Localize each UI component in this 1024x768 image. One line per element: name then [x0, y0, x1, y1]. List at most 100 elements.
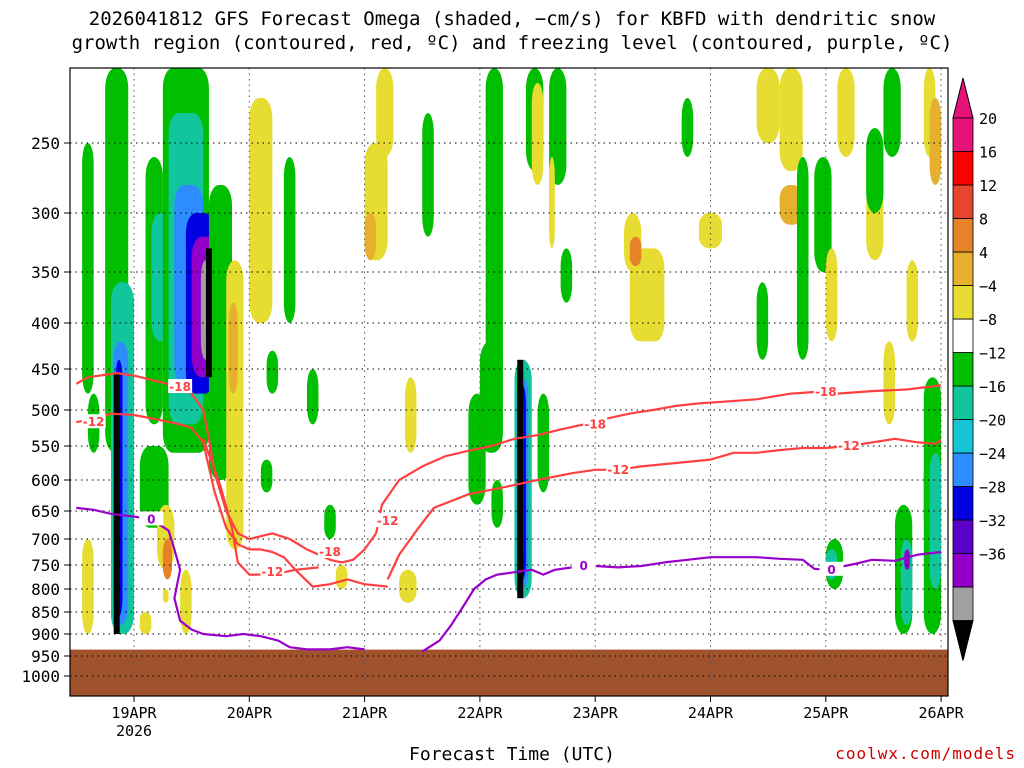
contour-label-bg: [606, 461, 631, 476]
x-tick-label: 23APR: [573, 704, 619, 722]
x-tick-label: 24APR: [688, 704, 734, 722]
omega-cell: [226, 260, 244, 550]
y-tick-label: 950: [31, 647, 60, 666]
y-tick-label: 450: [31, 360, 60, 379]
omega-cell: [266, 350, 279, 394]
omega-cell: [260, 459, 273, 493]
contour-label-bg: [571, 557, 596, 572]
contour-label-freezing: 0: [147, 512, 155, 526]
colorbar-box: [952, 385, 974, 420]
contour-minus12: [386, 437, 942, 580]
contour-label-bg: [139, 511, 164, 526]
contour-label-bg: [583, 416, 608, 431]
colorbar-label: −8: [979, 311, 997, 329]
colorbar-label: −24: [979, 445, 1006, 463]
credit-text: coolwx.com/models: [835, 744, 1016, 763]
omega-cell: [283, 157, 296, 323]
y-tick-label: 1000: [21, 667, 60, 686]
contour-label-bg: [375, 513, 400, 528]
omega-cell: [139, 446, 169, 528]
colorbar-label: −16: [979, 378, 1006, 396]
y-tick-label: 600: [31, 471, 60, 490]
omega-cell: [228, 302, 238, 394]
colorbar-box: [952, 318, 974, 353]
gridlines: [70, 68, 948, 696]
omega-cell: [162, 589, 169, 603]
contour-label-minus12: -12: [838, 439, 860, 453]
y-tick-label: 400: [31, 314, 60, 333]
omega-extreme-core: [517, 359, 524, 599]
contour-label-minus18: -18: [319, 545, 341, 559]
omega-cell: [698, 213, 723, 249]
y-axis: 250 300 350 400 450 500 550 600 650 700 750 800 850 9…: [21, 134, 70, 686]
y-tick-label: 700: [31, 530, 60, 549]
colorbar-max-arrow: [952, 77, 974, 119]
omega-cell: [549, 157, 555, 249]
contour-label-bg: [260, 564, 285, 579]
colorbar-box: [952, 251, 974, 286]
y-tick-label: 850: [31, 603, 60, 622]
omega-cell: [404, 377, 417, 453]
contour-minus12: [202, 438, 319, 576]
chart-title-line2: growth region (contoured, red, ºC) and f…: [71, 32, 953, 54]
colorbar-label: −20: [979, 412, 1006, 430]
colorbar: 20 16 12 8 4 −4 −8 −12 −16 −20 −24 −28 −32 −36: [952, 77, 1006, 661]
contour-label-bg: [813, 383, 838, 398]
omega-cell: [139, 612, 152, 634]
omega-cell: [549, 68, 567, 185]
omega-cell: [681, 98, 694, 157]
colorbar-box: [952, 519, 974, 554]
contour-label-minus12: -12: [83, 415, 105, 429]
ground-layer: [70, 649, 948, 696]
colorbar-label: 4: [979, 244, 988, 262]
omega-cell: [531, 83, 544, 185]
x-tick-label: 21APR: [342, 704, 388, 722]
y-tick-label: 650: [31, 502, 60, 521]
colorbar-label: 8: [979, 211, 988, 229]
colorbar-label: 16: [979, 144, 997, 162]
omega-extreme-core: [205, 248, 212, 378]
omega-cell: [796, 157, 809, 360]
contour-label-bg: [819, 561, 844, 576]
colorbar-box: [952, 151, 974, 186]
contour-label-freezing: 0: [579, 559, 587, 573]
y-tick-label: 550: [31, 437, 60, 456]
contour-label-bg: [318, 544, 343, 558]
omega-cell: [537, 393, 550, 493]
contour-label-minus12: -12: [262, 565, 284, 579]
omega-cell: [335, 565, 348, 589]
contour-minus18: [75, 372, 377, 564]
x-year-label: 2026: [116, 722, 152, 740]
omega-cell: [560, 248, 573, 303]
x-axis-label: Forecast Time (UTC): [409, 744, 615, 765]
omega-cell: [929, 98, 942, 185]
omega-cell: [825, 248, 838, 342]
colorbar-box: [952, 419, 974, 454]
omega-cell: [647, 282, 665, 342]
omega-cell: [814, 157, 832, 272]
y-tick-label: 500: [31, 401, 60, 420]
colorbar-label: 12: [979, 177, 997, 195]
colorbar-box: [952, 352, 974, 387]
contour-label-minus18: -18: [584, 417, 606, 431]
x-tick-label: 19APR: [111, 704, 157, 722]
colorbar-box: [952, 553, 974, 588]
contour-label-minus18: -18: [815, 385, 837, 399]
omega-cell: [906, 260, 919, 342]
colorbar-box: [952, 486, 974, 521]
colorbar-label: 20: [979, 110, 997, 128]
omega-cell: [324, 504, 336, 539]
contour-freezing: [421, 550, 942, 653]
omega-cell: [82, 143, 94, 394]
colorbar-label: −28: [979, 479, 1006, 497]
y-tick-label: 800: [31, 580, 60, 599]
contour-minus12: [76, 412, 388, 588]
x-tick-label: 20APR: [227, 704, 273, 722]
omega-cell: [82, 539, 94, 634]
ground-fill: [70, 649, 948, 696]
colorbar-box: [952, 452, 974, 487]
contour-label-freezing: 0: [827, 563, 835, 577]
y-tick-label: 750: [31, 556, 60, 575]
omega-cell: [376, 68, 394, 157]
